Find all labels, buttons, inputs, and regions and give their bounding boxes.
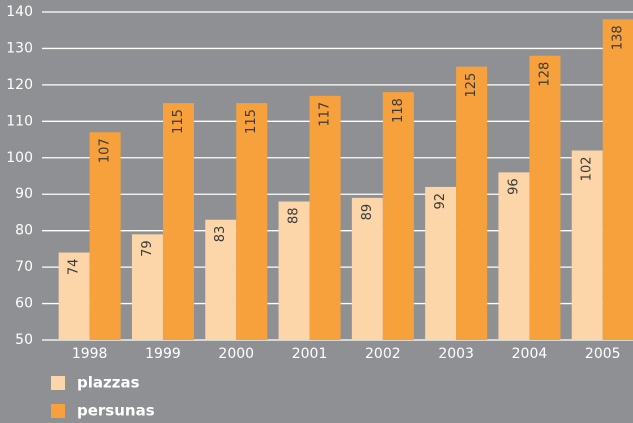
data-label: 79 bbox=[140, 240, 155, 257]
y-tick-label: 90 bbox=[15, 186, 33, 202]
data-label: 96 bbox=[506, 178, 521, 195]
x-tick-label: 2000 bbox=[218, 346, 254, 362]
y-tick-label: 110 bbox=[6, 113, 33, 129]
data-label: 117 bbox=[318, 102, 333, 127]
bar bbox=[162, 103, 194, 340]
bar bbox=[529, 55, 561, 340]
bar bbox=[205, 219, 237, 340]
data-label: 125 bbox=[464, 73, 479, 98]
bar bbox=[131, 234, 163, 340]
x-tick-label: 2003 bbox=[438, 346, 474, 362]
bar bbox=[278, 201, 310, 340]
bar bbox=[351, 197, 383, 340]
y-tick-label: 50 bbox=[15, 332, 33, 348]
y-tick-label: 70 bbox=[15, 259, 33, 275]
x-tick-label: 2004 bbox=[512, 346, 548, 362]
x-tick-label: 2001 bbox=[292, 346, 328, 362]
bar bbox=[498, 172, 530, 340]
bar bbox=[89, 132, 121, 340]
y-tick-label: 140 bbox=[6, 4, 33, 20]
legend-label: persunas bbox=[77, 402, 155, 420]
bar bbox=[456, 66, 488, 341]
data-label: 138 bbox=[611, 25, 626, 50]
x-tick-label: 1998 bbox=[72, 346, 108, 362]
x-tick-label: 2002 bbox=[365, 346, 401, 362]
data-label: 74 bbox=[67, 259, 82, 276]
data-label: 102 bbox=[580, 156, 595, 181]
x-tick-label: 1999 bbox=[145, 346, 181, 362]
data-label: 128 bbox=[537, 62, 552, 87]
data-label: 118 bbox=[391, 98, 406, 123]
x-tick-label: 2005 bbox=[585, 346, 621, 362]
data-label: 92 bbox=[433, 193, 448, 210]
legend-swatch bbox=[51, 376, 65, 390]
bar bbox=[58, 252, 90, 340]
data-label: 115 bbox=[244, 109, 259, 134]
bar bbox=[309, 95, 341, 340]
y-tick-label: 120 bbox=[6, 77, 33, 93]
y-tick-label: 80 bbox=[15, 223, 33, 239]
bar bbox=[425, 186, 457, 340]
y-tick-label: 100 bbox=[6, 150, 33, 166]
data-label: 107 bbox=[98, 138, 113, 163]
y-tick-label: 130 bbox=[6, 40, 33, 56]
bar bbox=[382, 92, 414, 340]
legend-swatch bbox=[51, 404, 65, 418]
data-label: 115 bbox=[171, 109, 186, 134]
bar bbox=[602, 19, 633, 341]
data-label: 88 bbox=[287, 208, 302, 225]
bar bbox=[236, 103, 268, 340]
bar bbox=[571, 150, 603, 340]
legend-label: plazzas bbox=[77, 374, 140, 392]
y-tick-label: 60 bbox=[15, 296, 33, 312]
data-label: 83 bbox=[213, 226, 228, 243]
data-label: 89 bbox=[360, 204, 375, 221]
